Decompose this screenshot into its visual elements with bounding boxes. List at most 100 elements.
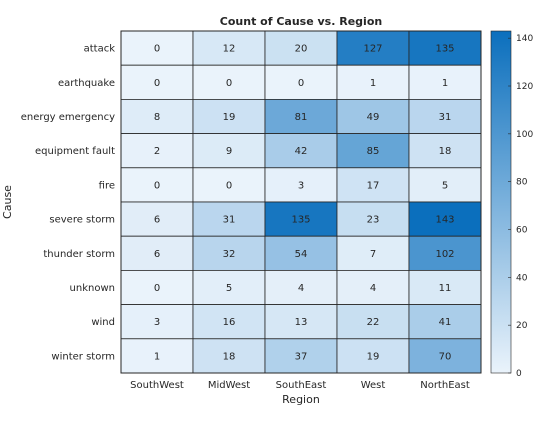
x-tick-label: SouthWest [130, 380, 184, 391]
heatmap-cell [336, 201, 410, 237]
y-tick-labels: attack earthquake energy emergency equipmen… [21, 44, 115, 363]
colorbar-tick-label: 120 [516, 82, 533, 92]
heatmap-cell [264, 167, 338, 203]
cell-value-label: 18 [439, 146, 452, 157]
heatmap-cell [192, 30, 266, 66]
cell-value-label: 54 [295, 249, 308, 260]
cell-value-label: 17 [367, 180, 380, 191]
heatmap-cell [264, 201, 338, 237]
colorbar: 0 20 40 60 80 100 120 140 [490, 30, 533, 379]
cell-value-label: 0 [154, 78, 160, 89]
cell-value-label: 127 [363, 44, 382, 55]
cell-value-label: 37 [295, 351, 308, 362]
x-axis-title: Region [282, 393, 320, 406]
x-tick-label: MidWest [208, 380, 250, 391]
heatmap-cell [264, 133, 338, 169]
heatmap-cell [192, 167, 266, 203]
cell-value-label: 7 [370, 249, 376, 260]
y-tick-label: winter storm [51, 351, 115, 362]
cell-value-label: 13 [295, 317, 308, 328]
x-tick-label: West [361, 380, 386, 391]
heatmap-cell [408, 269, 482, 305]
heatmap-cell [120, 269, 194, 305]
plot-frame [120, 30, 482, 374]
y-tick-label: wind [91, 317, 115, 328]
cell-value-label: 0 [154, 180, 160, 191]
cell-value-label: 6 [154, 215, 160, 226]
cell-value-label: 143 [435, 215, 454, 226]
x-tick-label: SouthEast [276, 380, 327, 391]
cell-value-label: 5 [226, 283, 232, 294]
cell-value-label: 19 [367, 351, 380, 362]
cell-value-label: 81 [295, 112, 308, 123]
cell-value-label: 22 [367, 317, 380, 328]
cell-value-label: 135 [435, 44, 454, 55]
cell-value-label: 3 [154, 317, 160, 328]
heatmap-cell [408, 64, 482, 100]
y-tick-label: equipment fault [35, 146, 115, 157]
heatmap-cell [336, 99, 410, 135]
cell-value-label: 12 [223, 44, 236, 55]
chart-title: Count of Cause vs. Region [220, 15, 382, 28]
cell-value-label: 31 [439, 112, 452, 123]
y-tick-label: thunder storm [43, 249, 115, 260]
x-tick-labels: SouthWest MidWest SouthEast West NorthEast [130, 380, 470, 391]
heatmap-cell [120, 338, 194, 374]
cell-value-label: 49 [367, 112, 380, 123]
heatmap-cell [120, 235, 194, 271]
cell-value-label: 102 [435, 249, 454, 260]
heatmap-cell [120, 30, 194, 66]
heatmap-cell [408, 338, 482, 374]
heatmap-cell [408, 167, 482, 203]
y-tick-label: energy emergency [21, 112, 115, 123]
x-tick-label: NorthEast [420, 380, 470, 391]
cell-value-label: 3 [298, 180, 304, 191]
cell-value-label: 11 [439, 283, 452, 294]
colorbar-ticks: 0 20 40 60 80 100 120 140 [508, 34, 533, 379]
colorbar-gradient [490, 30, 512, 374]
cell-value-label: 4 [370, 283, 376, 294]
cell-value-label: 2 [154, 146, 160, 157]
heatmap-cell [336, 133, 410, 169]
cell-value-label: 1 [154, 351, 160, 362]
cell-value-label: 20 [295, 44, 308, 55]
heatmap-cells [120, 30, 482, 374]
y-tick-label: severe storm [49, 215, 115, 226]
heatmap-cell [408, 304, 482, 340]
colorbar-tick-label: 40 [516, 273, 528, 283]
cell-value-label: 0 [226, 180, 232, 191]
cell-value-label: 19 [223, 112, 236, 123]
heatmap-cell [264, 64, 338, 100]
cell-value-label: 1 [442, 78, 448, 89]
y-axis-title: Cause [1, 185, 14, 219]
cell-value-label: 0 [298, 78, 304, 89]
y-tick-label: attack [84, 44, 116, 55]
colorbar-tick-label: 60 [516, 226, 528, 236]
cell-value-label: 1 [370, 78, 376, 89]
cell-value-label: 135 [291, 215, 310, 226]
heatmap-cell [192, 201, 266, 237]
cell-value-label: 6 [154, 249, 160, 260]
heatmap-cell [192, 99, 266, 135]
cell-value-label: 85 [367, 146, 380, 157]
y-tick-label: earthquake [58, 78, 115, 89]
y-tick-label: fire [99, 180, 115, 191]
heatmap-cell [192, 269, 266, 305]
cell-value-label: 0 [154, 283, 160, 294]
heatmap-cell [192, 338, 266, 374]
colorbar-tick-label: 140 [516, 34, 533, 44]
heatmap-cell [264, 304, 338, 340]
cell-value-label: 16 [223, 317, 236, 328]
heatmap-cell [192, 133, 266, 169]
cell-value-label: 70 [439, 351, 452, 362]
heatmap-cell [120, 167, 194, 203]
heatmap-cell [264, 338, 338, 374]
y-tick-label: unknown [70, 283, 115, 294]
cell-value-label: 9 [226, 146, 232, 157]
cell-value-label: 31 [223, 215, 236, 226]
heatmap-cell [336, 269, 410, 305]
cell-value-label: 23 [367, 215, 380, 226]
heatmap-cell [192, 304, 266, 340]
